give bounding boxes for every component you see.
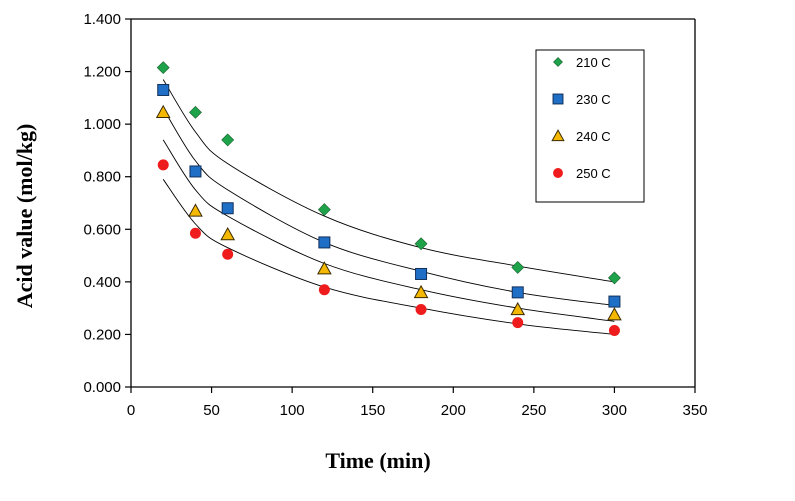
data-point-230-c <box>608 295 621 308</box>
data-point-250-c <box>157 159 169 171</box>
data-point-240-c <box>317 261 332 275</box>
x-tick-label: 300 <box>602 402 627 419</box>
y-tick-label: 0.800 <box>83 169 121 186</box>
data-point-230-c <box>189 165 202 178</box>
ticks: 0 50 100 150 200 250 300 350 0.000 0.200 0.400 0.60… <box>83 11 707 419</box>
x-tick-label: 50 <box>203 402 220 419</box>
x-tick-label: 350 <box>682 402 707 419</box>
y-tick-label: 0.600 <box>83 221 121 238</box>
legend-label: 210 C <box>576 55 611 70</box>
x-tick-label: 200 <box>441 402 466 419</box>
y-tick-label: 1.200 <box>83 64 121 81</box>
y-tick-label: 0.200 <box>83 326 121 343</box>
data-point-230-c <box>415 267 428 280</box>
legend: 210 C 230 C 240 C 250 C <box>551 55 611 181</box>
legend-marker-210-c <box>553 57 563 67</box>
data-point-210-c <box>414 237 428 251</box>
x-tick-label: 250 <box>521 402 546 419</box>
data-point-210-c <box>156 61 170 75</box>
data-point-240-c <box>607 307 622 321</box>
data-point-210-c <box>189 105 202 119</box>
axes <box>130 18 696 388</box>
legend-marker-240-c <box>551 129 565 142</box>
legend-marker-250-c <box>553 168 563 178</box>
x-axis-title: Time (min) <box>325 448 430 473</box>
data-point-250-c <box>318 284 330 296</box>
legend-label: 240 C <box>576 129 611 144</box>
legend-marker-230-c <box>552 93 564 105</box>
legend-label: 250 C <box>576 166 611 181</box>
data-point-230-c <box>318 236 331 249</box>
data-point-240-c <box>220 227 236 241</box>
y-tick-label: 0.000 <box>83 379 121 396</box>
data-point-210-c <box>608 271 621 285</box>
y-tick-label: 0.400 <box>83 274 121 291</box>
data-points <box>155 61 622 336</box>
data-point-250-c <box>222 248 234 260</box>
data-point-250-c <box>415 303 427 315</box>
data-point-240-c <box>510 301 526 316</box>
x-tick-label: 100 <box>280 402 305 419</box>
y-axis-title: Acid value (mol/kg) <box>12 124 37 309</box>
data-point-210-c <box>221 133 235 147</box>
data-point-240-c <box>413 284 429 299</box>
x-tick-label: 150 <box>360 402 385 419</box>
data-point-230-c <box>221 202 234 215</box>
data-point-240-c <box>155 104 171 119</box>
data-point-230-c <box>511 286 524 299</box>
legend-label: 230 C <box>576 92 611 107</box>
data-point-250-c <box>608 324 620 336</box>
data-point-240-c <box>188 203 203 217</box>
legend-box <box>535 49 645 203</box>
data-point-210-c <box>511 260 525 274</box>
data-point-250-c <box>512 317 524 329</box>
x-tick-label: 0 <box>127 402 135 419</box>
data-point-230-c <box>157 83 170 96</box>
y-tick-label: 1.000 <box>83 116 121 133</box>
data-point-210-c <box>317 203 331 216</box>
y-tick-label: 1.400 <box>83 11 121 28</box>
data-point-250-c <box>189 227 201 239</box>
